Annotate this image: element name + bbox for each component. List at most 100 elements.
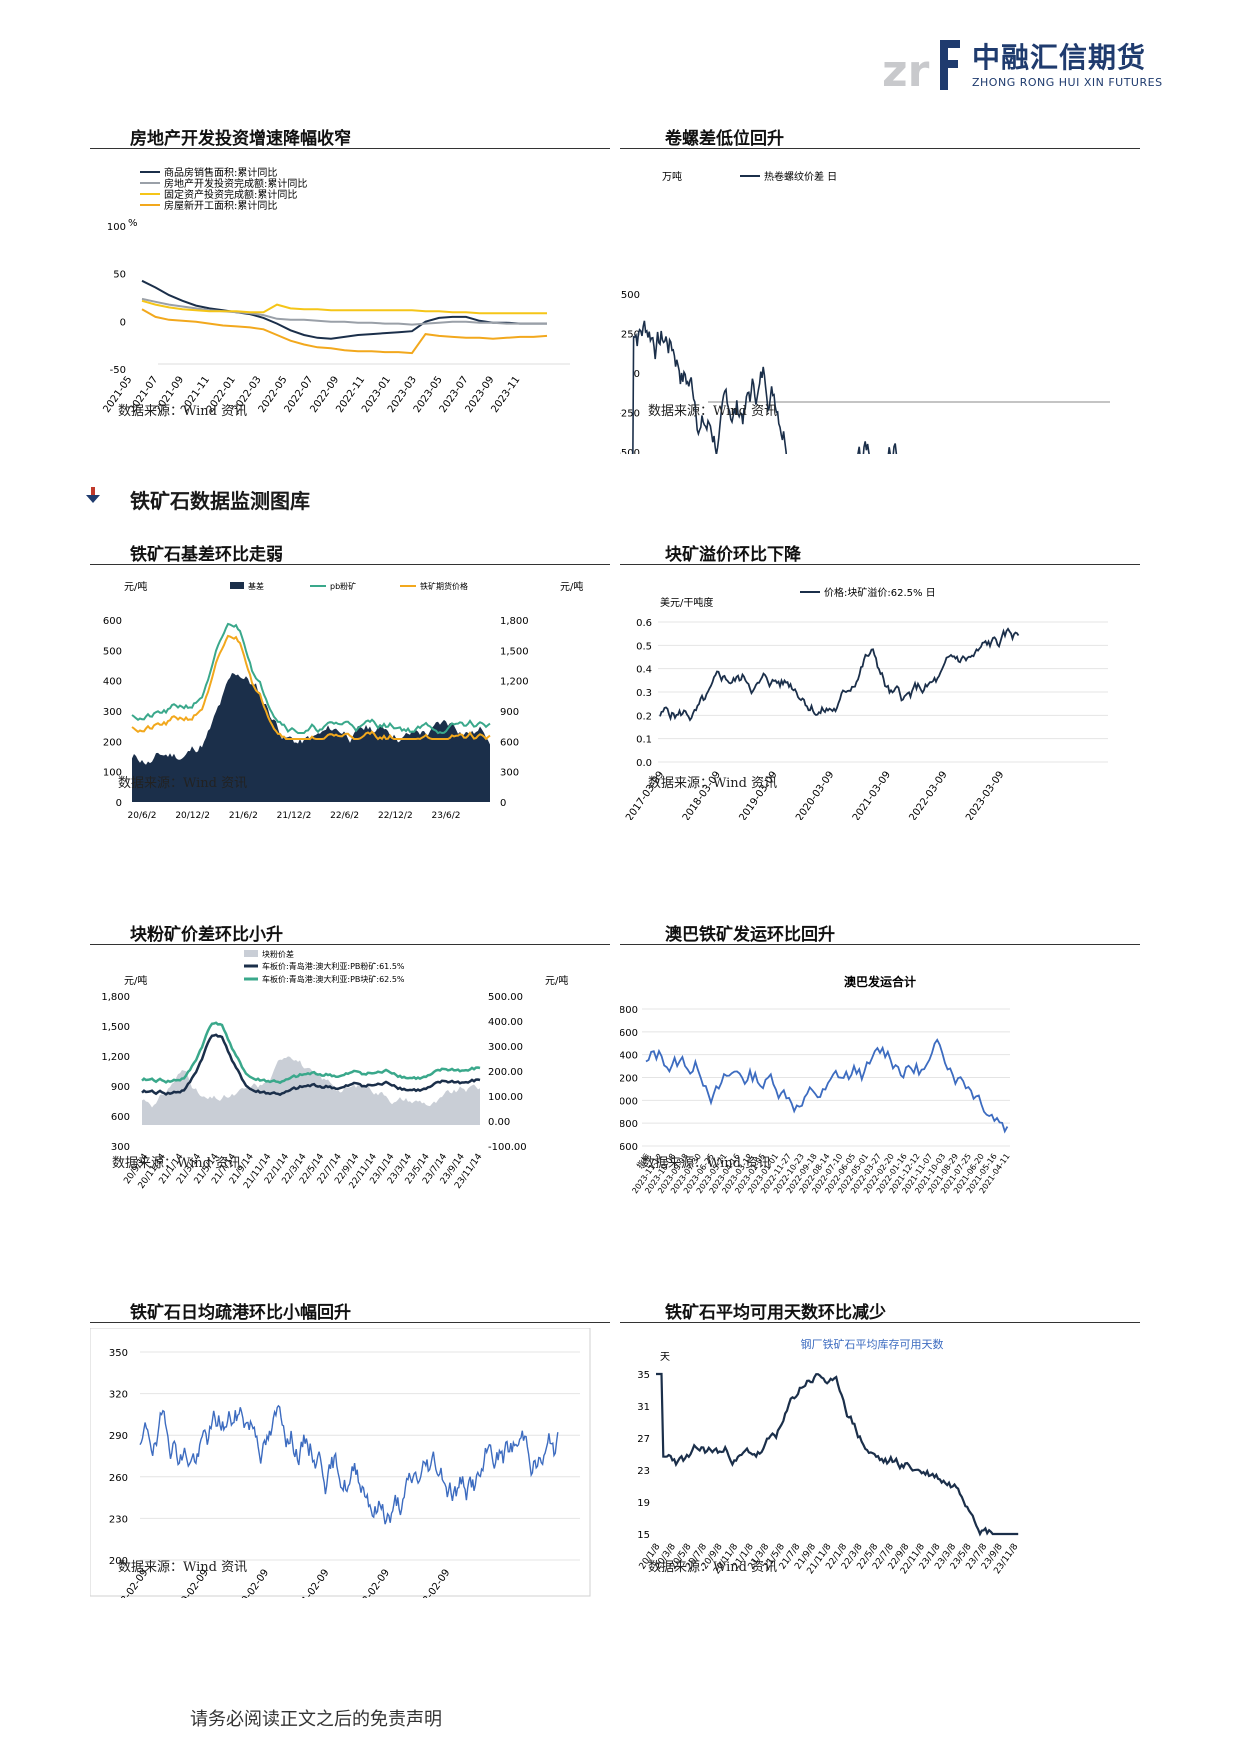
legend-label: 房地产开发投资完成额:累计同比 [164, 177, 307, 190]
divider [620, 944, 1140, 945]
basis-area [132, 673, 490, 802]
section-title: 铁矿石数据监测图库 [130, 489, 310, 513]
x-tick-label: 21/12/2 [277, 811, 312, 820]
y-unit: 美元/干吨度 [660, 596, 713, 609]
series-line [141, 299, 547, 315]
series-line [659, 627, 1020, 722]
legend-label: 铁矿期货价格 [420, 581, 468, 591]
legend-label: 价格:块矿溢价:62.5% 日 [824, 586, 936, 599]
series-line [139, 1404, 559, 1525]
divider [90, 1322, 610, 1323]
y-tick-label: 300 [500, 768, 519, 779]
y-tick-label: 100 [107, 222, 126, 233]
y-tick-label: 35 [637, 1370, 650, 1381]
y-tick-label: 1,800 [101, 992, 130, 1003]
data-source: 数据来源：Wind 资讯 [642, 1156, 772, 1171]
chart-shipments: 澳巴发运合计 2800260024002200200018001600 指标20… [620, 974, 1012, 1195]
data-source: 数据来源：Wind 资讯 [648, 1560, 778, 1575]
panel-title: 铁矿石平均可用天数环比减少 [665, 1303, 886, 1323]
y-tick-label: 260 [109, 1473, 128, 1484]
divider [90, 564, 610, 565]
chart-lump-fines: 块粉价差 车板价:青岛港:澳大利亚:PB粉矿:61.5% 车板价:青岛港:澳大利… [101, 950, 568, 1191]
chart-title: 澳巴发运合计 [844, 974, 916, 989]
y-tick-label: 600 [111, 1112, 130, 1123]
legend-label: 固定资产投资完成额:累计同比 [164, 188, 297, 201]
y-tick-label: -250 [620, 409, 640, 420]
x-tick-label: 2022-02-09 [350, 1567, 392, 1598]
series-line [131, 622, 491, 735]
panel-title: 铁矿石日均疏港环比小幅回升 [130, 1303, 351, 1323]
y-tick-label: 1600 [620, 1142, 638, 1153]
legend-label: 车板价:青岛港:澳大利亚:PB块矿:62.5% [262, 974, 405, 984]
chart-real-estate: 商品房销售面积:累计同比 房地产开发投资完成额:累计同比 固定资产投资完成额:累… [101, 166, 570, 415]
y-tick-label: 290 [109, 1431, 128, 1442]
y-tick-label: 0 [120, 317, 126, 328]
series-line [645, 1038, 1009, 1134]
x-tick-label: 2021-02-09 [289, 1567, 331, 1598]
y-tick-label: 1,500 [500, 646, 529, 657]
series-line [131, 634, 491, 741]
y-tick-label: 0 [634, 369, 640, 380]
logo-mark-icon: zr [882, 40, 960, 97]
panel-title: 房地产开发投资增速降幅收窄 [130, 129, 351, 149]
x-tick-label: 2023-03-09 [964, 769, 1006, 820]
series-line [141, 1033, 481, 1097]
legend-label: 基差 [248, 581, 264, 591]
y-tick-label: 0.4 [636, 665, 652, 676]
y-tick-label: 300 [111, 1142, 130, 1153]
y-unit-right: 元/吨 [545, 974, 568, 987]
y-tick-label: 600 [500, 737, 519, 748]
y-tick-label: 0.0 [636, 758, 652, 769]
y-tick-label: 230 [109, 1514, 128, 1525]
x-tick-label: 22/6/2 [330, 811, 359, 820]
y-tick-label: 0.3 [636, 688, 652, 699]
legend-label: 房屋新开工面积:累计同比 [164, 199, 277, 212]
spread-area [142, 1056, 480, 1125]
legend-label: 车板价:青岛港:澳大利亚:PB粉矿:61.5% [262, 961, 405, 971]
y-tick-label: 350 [109, 1348, 128, 1359]
divider [620, 148, 1140, 149]
y-tick-label: 500.00 [488, 992, 523, 1003]
x-tick-label: 20/12/2 [175, 811, 210, 820]
logo-chinese-name: 中融汇信期货 [972, 41, 1147, 74]
y-tick-label: 15 [637, 1530, 650, 1541]
y-tick-label: 100 [103, 768, 122, 779]
y-tick-label: -100.00 [488, 1142, 527, 1153]
y-tick-label: 0 [500, 798, 506, 809]
y-tick-label: 1,500 [101, 1022, 130, 1033]
data-source: 数据来源：Wind 资讯 [112, 1156, 242, 1171]
y-tick-label: 300.00 [488, 1042, 523, 1053]
x-tick-label: 21/6/2 [229, 811, 258, 820]
data-source: 数据来源：Wind 资讯 [118, 776, 248, 791]
y-tick-label: 2200 [620, 1074, 638, 1085]
logo-english-name: ZHONG RONG HUI XIN FUTURES [972, 76, 1163, 89]
chart-basis: 元/吨 元/吨 基差 pb粉矿 铁矿期货价格 600 500 400 300 200 10… [103, 580, 583, 820]
y-tick-label: 2600 [620, 1028, 638, 1039]
y-tick-label: 0.2 [636, 711, 652, 722]
x-tick-label: 2022-03-09 [907, 769, 949, 820]
y-unit-left: 元/吨 [124, 974, 147, 987]
x-tick-label: 2020-03-09 [794, 769, 836, 820]
x-tick-label: 20/6/2 [128, 811, 157, 820]
y-tick-label: 200.00 [488, 1067, 523, 1078]
data-source: 数据来源：Wind 资讯 [118, 1560, 248, 1575]
y-tick-label: 900 [111, 1082, 130, 1093]
y-unit-right: 元/吨 [560, 580, 583, 593]
panel-title: 卷螺差低位回升 [665, 129, 784, 149]
y-tick-label: 0.1 [636, 735, 652, 746]
chart-title: 钢厂铁矿石平均库存可用天数 [801, 1337, 944, 1351]
divider [90, 944, 610, 945]
y-unit: 天 [660, 1352, 670, 1363]
y-tick-label: 2800 [620, 1005, 638, 1016]
y-tick-label: 400 [103, 677, 122, 688]
y-tick-label: 200 [103, 737, 122, 748]
disclaimer-footer: 请务必阅读正文之后的免责声明 [190, 1709, 442, 1730]
divider [90, 148, 610, 149]
panel-title: 澳巴铁矿发运环比回升 [665, 925, 835, 945]
panel-title: 块矿溢价环比下降 [665, 545, 801, 565]
y-tick-label: 100.00 [488, 1092, 523, 1103]
